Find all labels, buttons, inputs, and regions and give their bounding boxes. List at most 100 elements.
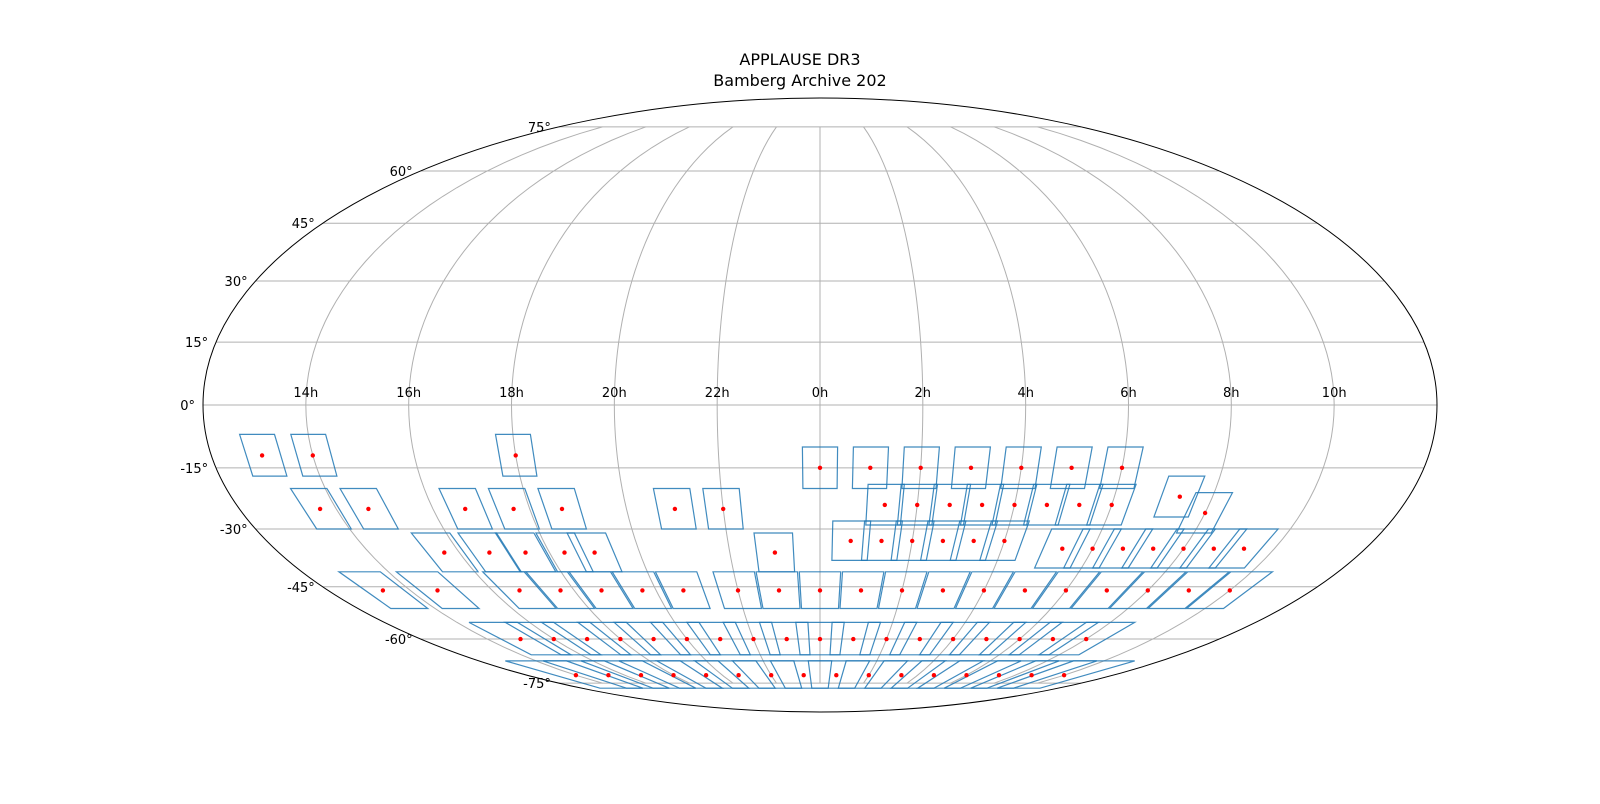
- plate-center-point: [463, 506, 468, 512]
- plate-center-point: [979, 502, 985, 508]
- plate-outline: [337, 571, 430, 610]
- plate-outline: [1037, 621, 1137, 656]
- plate-center-point: [1120, 546, 1126, 551]
- plate-outline: [611, 571, 673, 610]
- plate-center-point: [817, 465, 823, 470]
- plate-outline: [712, 571, 763, 610]
- ra-tick-label: 22h: [705, 386, 730, 401]
- plate-center-point: [1202, 510, 1208, 516]
- plate-center-point: [718, 636, 723, 642]
- plate-center-point: [915, 502, 920, 508]
- plate-center-point: [517, 588, 522, 593]
- plate-center-point: [968, 465, 974, 470]
- plate-outline: [487, 487, 541, 530]
- plate-outline: [289, 487, 353, 530]
- plate-outline: [524, 571, 596, 610]
- plate-center-point: [551, 636, 556, 642]
- dec-tick-label: 0°: [180, 399, 195, 414]
- plate-center-point: [736, 673, 741, 678]
- plate-outline: [1184, 571, 1275, 610]
- plate-center-point: [1061, 673, 1067, 678]
- plate-outline: [755, 571, 801, 610]
- dec-tick-label: -30°: [220, 523, 248, 538]
- meridian-line: [305, 126, 603, 684]
- plate-center-point: [1063, 588, 1069, 593]
- plate-center-point: [940, 538, 946, 544]
- plate-outline: [1085, 483, 1137, 526]
- plate-outline: [1108, 571, 1188, 610]
- plate-center-point: [640, 588, 645, 593]
- chart-subtitle: Bamberg Archive 202: [713, 71, 887, 90]
- plate-center-point: [435, 588, 440, 593]
- plate-outline: [1031, 571, 1101, 610]
- plate-outline: [1000, 446, 1042, 490]
- plate-outline: [394, 571, 481, 610]
- plate-center-point: [618, 636, 623, 642]
- plate-center-point: [996, 673, 1002, 678]
- plate-center-point: [523, 550, 528, 555]
- plate-center-point: [910, 538, 915, 544]
- plate-center-point: [1227, 588, 1233, 593]
- plate-center-point: [721, 506, 726, 512]
- ra-tick-label: 10h: [1322, 386, 1347, 401]
- ra-tick-label: 8h: [1223, 386, 1240, 401]
- plate-center-point: [1077, 502, 1082, 508]
- plate-center-point: [1177, 494, 1183, 499]
- plate-center-point: [964, 673, 969, 678]
- plate-outline: [1207, 528, 1280, 569]
- dec-tick-label: 75°: [528, 121, 551, 136]
- plate-outline: [996, 660, 1135, 689]
- plate-center-point: [801, 673, 806, 678]
- plate-center-point: [882, 502, 887, 508]
- plate-center-point: [317, 506, 323, 512]
- plate-center-point: [899, 673, 904, 678]
- plate-center-point: [769, 673, 774, 678]
- plate-center-point: [931, 673, 937, 678]
- plate-outline: [978, 520, 1031, 562]
- plate-center-point: [817, 636, 823, 642]
- plate-center-point: [684, 636, 690, 642]
- plate-center-point: [592, 550, 597, 555]
- plate-center-point: [1002, 538, 1007, 544]
- plate-outline: [654, 571, 711, 610]
- plate-outline: [851, 446, 890, 490]
- plate-center-point: [1090, 546, 1095, 551]
- ra-tick-label: 0h: [812, 386, 829, 401]
- plate-outline: [702, 487, 744, 530]
- plate-center-point: [442, 550, 447, 555]
- plate-outline: [567, 571, 635, 610]
- meridian-line: [408, 126, 647, 684]
- plate-outline: [537, 487, 588, 530]
- plate-outline: [481, 571, 558, 610]
- plate-center-point: [971, 538, 976, 544]
- plate-outline: [1049, 446, 1093, 490]
- plate-center-point: [918, 465, 923, 470]
- plate-outline: [238, 433, 288, 477]
- ra-tick-label: 20h: [602, 386, 627, 401]
- plate-center-point: [784, 636, 789, 642]
- plate-outline: [338, 487, 400, 530]
- ra-tick-label: 14h: [293, 386, 318, 401]
- grid: [203, 126, 1437, 684]
- plate-center-point: [606, 673, 611, 678]
- plate-center-point: [1109, 502, 1114, 508]
- plate-center-point: [1211, 546, 1217, 551]
- plate-outline: [494, 433, 538, 477]
- meridian-line: [863, 126, 924, 684]
- dec-tick-label: 30°: [225, 275, 248, 290]
- meridian-line: [716, 126, 777, 684]
- plate-center-point: [1241, 546, 1247, 551]
- ra-tick-label: 16h: [396, 386, 421, 401]
- plate-center-point: [879, 538, 884, 544]
- plate-center-point: [884, 636, 889, 642]
- plate-center-point: [851, 636, 856, 642]
- plate-center-point: [558, 588, 563, 593]
- plate-center-point: [868, 465, 873, 470]
- plate-outline: [1099, 446, 1144, 490]
- ra-tick-label: 6h: [1120, 386, 1137, 401]
- plate-outline: [438, 487, 494, 530]
- ra-tick-label: 2h: [915, 386, 932, 401]
- plate-center-point: [1017, 636, 1022, 642]
- map-boundary: [202, 97, 1438, 713]
